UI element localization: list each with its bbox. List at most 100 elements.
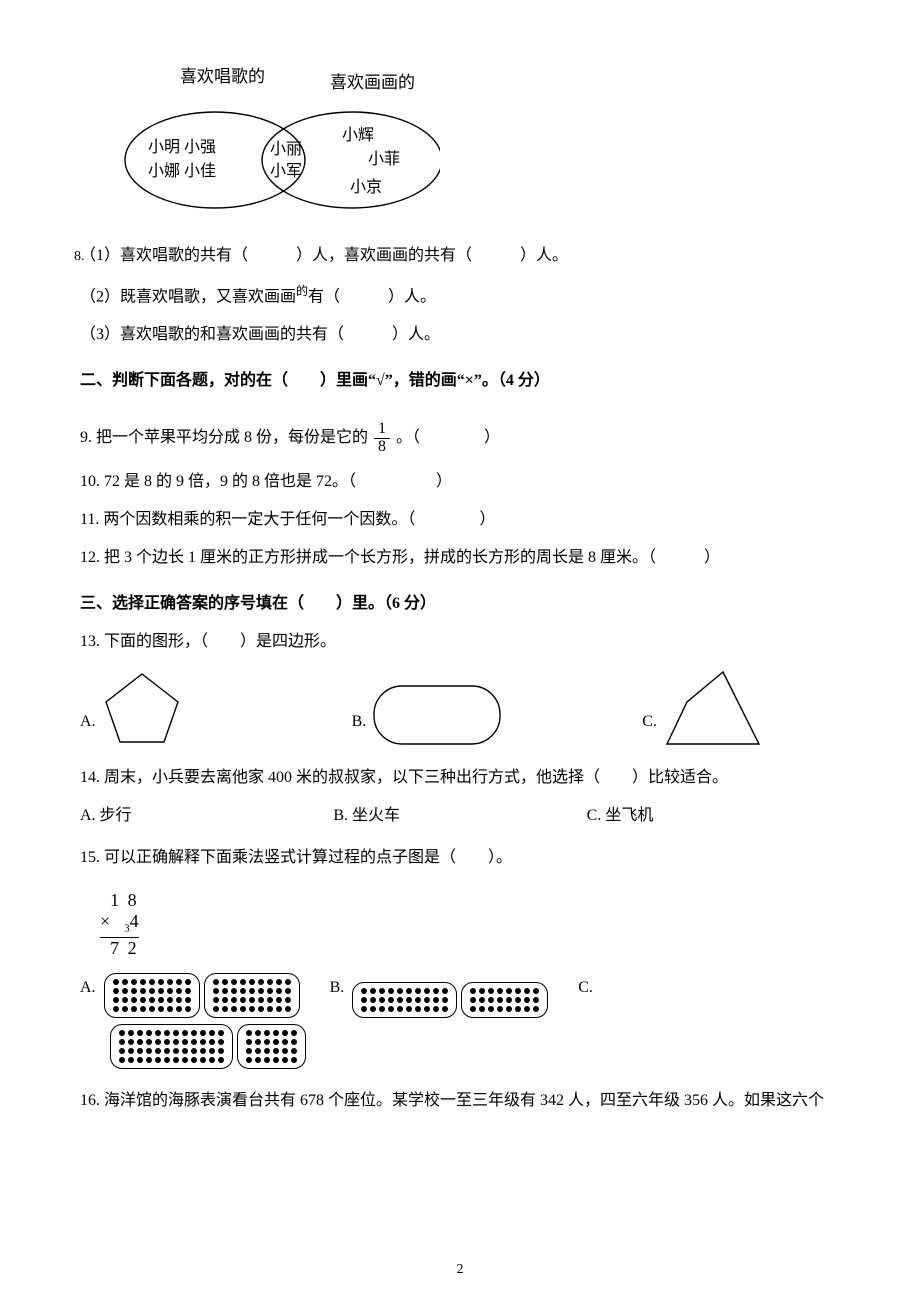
dot: [176, 1006, 182, 1012]
q14-opt-c: C. 坐飞机: [587, 804, 840, 828]
dot: [185, 988, 191, 994]
dot: [515, 988, 521, 994]
quad-icon: [663, 670, 763, 746]
q15-opt-b-label: B.: [330, 976, 345, 1000]
q13-opt-b: B.: [352, 684, 503, 746]
dot: [433, 1006, 439, 1012]
dot: [191, 1057, 197, 1063]
q10: 10. 72 是 8 的 9 倍，9 的 8 倍也是 72。（ ）: [80, 470, 840, 494]
dot: [119, 1057, 125, 1063]
dot: [276, 997, 282, 1003]
dot: [291, 1039, 297, 1045]
q9-text-b: 。（ ）: [396, 429, 500, 446]
dot: [433, 988, 439, 994]
q8-block: 喜欢唱歌的 喜欢画画的 小明 小强 小娜 小佳 小丽 小军 小辉 小菲 小京 8…: [80, 60, 840, 230]
dot: [267, 1006, 273, 1012]
q13-opt-a: A.: [80, 672, 182, 746]
dot: [218, 1030, 224, 1036]
dot: [164, 1057, 170, 1063]
dot: [173, 1048, 179, 1054]
dot: [200, 1048, 206, 1054]
dot: [282, 1057, 288, 1063]
q8-sub2-a: （2）既喜欢唱歌，又喜欢画画: [80, 288, 296, 305]
dot: [397, 988, 403, 994]
dot: [137, 1048, 143, 1054]
q15-opt-a-dots: [104, 973, 300, 1018]
dot: [246, 1039, 252, 1045]
dot: [149, 1006, 155, 1012]
dot: [191, 1030, 197, 1036]
dot-line: [119, 1057, 224, 1063]
dot: [424, 1006, 430, 1012]
dot: [285, 997, 291, 1003]
dot: [397, 1006, 403, 1012]
dot: [361, 997, 367, 1003]
dot: [131, 988, 137, 994]
dot: [128, 1039, 134, 1045]
dot: [515, 997, 521, 1003]
dot: [415, 988, 421, 994]
dot: [173, 1030, 179, 1036]
dot: [231, 1006, 237, 1012]
dot: [524, 997, 530, 1003]
dot: [442, 1006, 448, 1012]
dot: [131, 979, 137, 985]
dot: [388, 1006, 394, 1012]
dot: [497, 988, 503, 994]
dot: [176, 988, 182, 994]
dot: [276, 988, 282, 994]
dot: [282, 1048, 288, 1054]
dot: [282, 1039, 288, 1045]
q13-stem: 13. 下面的图形，（ ）是四边形。: [80, 630, 840, 654]
page-number: 2: [0, 1259, 920, 1280]
q15-opt-c-dots: [110, 1024, 840, 1069]
dot: [470, 997, 476, 1003]
dot: [167, 988, 173, 994]
dot: [137, 1039, 143, 1045]
dot: [218, 1039, 224, 1045]
dot: [397, 997, 403, 1003]
dot: [479, 997, 485, 1003]
mult-bottom-digit: 4: [130, 911, 139, 931]
dot: [140, 979, 146, 985]
dot: [113, 988, 119, 994]
dot: [282, 1030, 288, 1036]
dot: [185, 997, 191, 1003]
dot: [370, 988, 376, 994]
dot-block: [204, 973, 300, 1018]
q14-options: A. 步行 B. 坐火车 C. 坐飞机: [80, 804, 840, 828]
dot: [113, 979, 119, 985]
dot: [285, 1006, 291, 1012]
q15-opt-b-dots: [352, 982, 548, 1018]
dot: [488, 988, 494, 994]
dot: [388, 997, 394, 1003]
dot: [267, 988, 273, 994]
dot: [222, 988, 228, 994]
dot: [131, 1006, 137, 1012]
dot: [264, 1039, 270, 1045]
dot-block: [461, 982, 548, 1018]
dot: [264, 1048, 270, 1054]
dot: [200, 1030, 206, 1036]
dot: [240, 1006, 246, 1012]
q13-opt-c: C.: [642, 670, 763, 746]
dot: [379, 997, 385, 1003]
exam-page: 喜欢唱歌的 喜欢画画的 小明 小强 小娜 小佳 小丽 小军 小辉 小菲 小京 8…: [0, 0, 920, 1302]
dot: [146, 1030, 152, 1036]
dot: [176, 997, 182, 1003]
dot: [164, 1039, 170, 1045]
dot: [255, 1030, 261, 1036]
dot: [246, 1057, 252, 1063]
section2-title: 二、判断下面各题，对的在（ ）里画“√”，错的画“×”。（4 分）: [80, 369, 840, 393]
dot: [182, 1039, 188, 1045]
dot: [240, 997, 246, 1003]
dot: [258, 979, 264, 985]
q8-sub2-b: 有（ ）人。: [308, 288, 436, 305]
dot: [249, 988, 255, 994]
dot-block: [352, 982, 457, 1018]
dot: [470, 988, 476, 994]
dot: [515, 1006, 521, 1012]
dot: [191, 1048, 197, 1054]
dot: [285, 979, 291, 985]
dot: [406, 1006, 412, 1012]
